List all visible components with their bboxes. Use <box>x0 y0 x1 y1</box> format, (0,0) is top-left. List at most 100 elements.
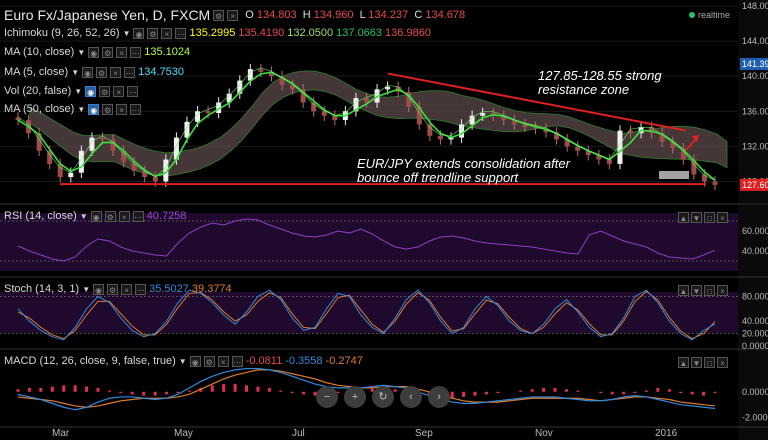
candle-body <box>406 91 412 107</box>
candle-body <box>427 124 433 136</box>
settings-icon[interactable]: ⚙ <box>213 9 225 21</box>
macd-label[interactable]: MACD (12, 26, close, 9, false, true) <box>4 355 176 367</box>
ma5-value: 134.7530 <box>138 66 184 78</box>
candle-body <box>332 115 338 121</box>
candle-body <box>585 150 591 156</box>
eye-icon[interactable]: ◉ <box>133 27 145 39</box>
rsi-tick-label: 40.0000 <box>742 246 768 256</box>
more-icon[interactable]: ⋯ <box>124 66 136 78</box>
eye-icon[interactable]: ◉ <box>93 283 105 295</box>
macd-line-value: -0.3558 <box>285 355 323 367</box>
time-tick-label: Mar <box>52 428 70 439</box>
candle-body <box>459 124 465 138</box>
close-icon[interactable]: × <box>113 85 125 97</box>
symbol-title: Euro Fx/Japanese Yen, D, FXCM <box>4 7 211 23</box>
open-label: O <box>245 9 254 21</box>
chevron-down-icon[interactable]: ▼ <box>77 47 86 57</box>
price-tick-label: 144.000 <box>742 36 768 46</box>
close-icon[interactable]: × <box>121 283 133 295</box>
candle-body <box>554 132 560 140</box>
eye-off-icon[interactable]: ◉ <box>88 103 100 115</box>
candle-body <box>121 150 127 163</box>
close-icon[interactable]: × <box>116 46 128 58</box>
ma10-value: 135.1024 <box>144 46 191 58</box>
macd-hist-value: -0.0811 <box>245 355 283 367</box>
rsi-label[interactable]: RSI (14, close) <box>4 210 77 222</box>
chevron-down-icon[interactable]: ▼ <box>122 28 131 38</box>
candle-body <box>311 102 317 112</box>
more-icon[interactable]: ⋯ <box>130 46 142 58</box>
more-icon[interactable]: ⋯ <box>175 27 187 39</box>
close-label: C <box>414 9 423 21</box>
settings-icon[interactable]: ⚙ <box>107 283 119 295</box>
settings-icon[interactable]: ⚙ <box>104 210 116 222</box>
ma-last-price-label: 141.390 <box>742 59 768 69</box>
chevron-down-icon[interactable]: ▼ <box>79 211 88 221</box>
chevron-down-icon[interactable]: ▼ <box>74 86 83 96</box>
candle-body <box>670 141 676 149</box>
close-icon[interactable]: × <box>110 66 122 78</box>
more-icon[interactable]: ⋯ <box>135 283 147 295</box>
candle-body <box>543 128 549 133</box>
price-marker-box <box>659 171 689 179</box>
price-tick-label: 136.000 <box>742 106 768 116</box>
stoch-tick-label: 80.0000 <box>742 291 768 301</box>
ma10-label[interactable]: MA (10, close) <box>4 46 75 58</box>
ichimoku-spanB-value: 136.9860 <box>385 27 431 39</box>
chevron-down-icon[interactable]: ▼ <box>71 67 80 77</box>
eye-icon[interactable]: ◉ <box>88 46 100 58</box>
candle-body <box>564 139 570 147</box>
candle-body <box>480 113 486 116</box>
chevron-down-icon[interactable]: ▼ <box>77 104 86 114</box>
eye-icon[interactable]: ◉ <box>82 66 94 78</box>
stoch-tick-label: 0.0000 <box>742 341 768 351</box>
stoch-band <box>0 292 738 333</box>
eye-icon[interactable]: ◉ <box>189 355 201 367</box>
candle-body <box>237 80 243 94</box>
rsi-line <box>17 218 716 262</box>
more-icon[interactable]: ⋯ <box>130 103 142 115</box>
settings-icon[interactable]: ⚙ <box>102 103 114 115</box>
stoch-label[interactable]: Stoch (14, 3, 1) <box>4 283 80 295</box>
low-value: 134.237 <box>368 9 409 21</box>
ichimoku-label[interactable]: Ichimoku (9, 26, 52, 26) <box>4 27 120 39</box>
macd-signal-value: -0.2747 <box>325 355 363 367</box>
eye-icon[interactable]: ◉ <box>90 210 102 222</box>
candle-body <box>649 127 655 134</box>
chevron-down-icon[interactable]: ▼ <box>82 284 91 294</box>
settings-icon[interactable]: ⚙ <box>147 27 159 39</box>
rsi-tick-label: 60.0000 <box>742 226 768 236</box>
candle-body <box>448 137 454 140</box>
chevron-down-icon[interactable]: ▼ <box>178 356 187 366</box>
settings-icon[interactable]: ⚙ <box>96 66 108 78</box>
candle-body <box>628 130 634 134</box>
stoch-tick-label: 20.0000 <box>742 329 768 339</box>
more-icon[interactable]: ⋯ <box>231 355 243 367</box>
candle-body <box>290 84 296 90</box>
close-icon[interactable]: × <box>116 103 128 115</box>
ma-last-price-tag <box>740 57 768 70</box>
settings-icon[interactable]: ⚙ <box>102 46 114 58</box>
more-icon[interactable]: ⋯ <box>127 85 139 97</box>
more-icon[interactable]: ⋯ <box>132 210 144 222</box>
close-icon[interactable]: × <box>161 27 173 39</box>
stoch-d-line <box>17 290 716 340</box>
time-tick-label: Jul <box>292 428 305 439</box>
candle-body <box>522 124 528 128</box>
ma5-line <box>17 67 716 181</box>
ma50-label[interactable]: MA (50, close) <box>4 103 75 115</box>
candle-body <box>99 137 105 140</box>
close-icon[interactable]: × <box>118 210 130 222</box>
price-tick-label: 140.000 <box>742 71 768 81</box>
settings-icon[interactable]: ⚙ <box>99 85 111 97</box>
vol-label[interactable]: Vol (20, false) <box>4 85 72 97</box>
candle-body <box>416 106 422 125</box>
last-price-label: 127.609 <box>742 180 768 190</box>
ma5-label[interactable]: MA (5, close) <box>4 66 69 78</box>
stoch-d-value: 39.3774 <box>191 283 232 295</box>
settings-icon[interactable]: ⚙ <box>203 355 215 367</box>
close-icon[interactable]: × <box>227 9 239 21</box>
close-icon[interactable]: × <box>217 355 229 367</box>
eye-off-icon[interactable]: ◉ <box>85 85 97 97</box>
